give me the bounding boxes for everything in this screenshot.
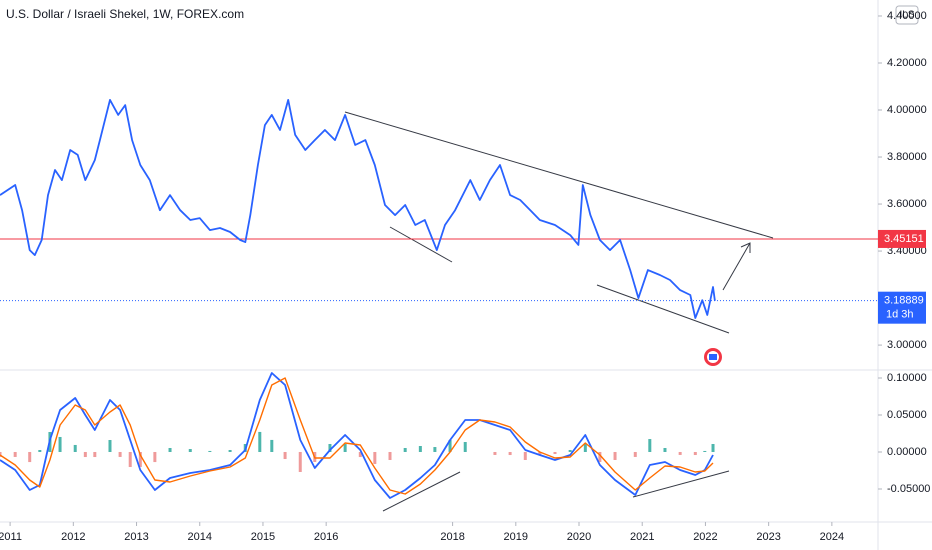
trendline [344,111,774,239]
x-tick-label: 2016 [314,531,338,543]
histogram-bar [38,449,42,452]
trendline [389,226,453,263]
currency-box[interactable] [895,5,919,25]
histogram-bar [118,451,122,457]
histogram-bar [73,444,77,452]
y-tick-label: 3.80000 [887,151,927,163]
histogram-bar [138,451,142,467]
histogram-bar [343,444,347,452]
histogram-bar [270,439,274,452]
histogram-bar [258,431,262,452]
histogram-bar [93,451,97,458]
y-tick-label: 3.40000 [887,245,927,257]
histogram-bar [493,451,497,455]
x-tick-label: 2023 [756,531,780,543]
histogram-bar [553,451,557,454]
y-tick-label: 3.00000 [887,339,927,351]
histogram-bar [108,440,112,452]
histogram-bar [28,451,32,463]
histogram-bar [613,451,617,460]
x-tick-label: 2018 [440,531,464,543]
histogram-bar [228,449,232,452]
y-tick-label: 0.00000 [887,446,927,458]
histogram-bar [298,451,302,472]
histogram-bar [583,444,587,452]
histogram-bar [463,442,467,452]
last-price-label: 3.18889 [884,295,924,307]
histogram-bar [448,440,452,452]
trendline [382,471,461,512]
histogram-bar [568,449,572,452]
histogram-bar [538,451,542,456]
histogram-bar [433,447,437,452]
last-price-box [878,291,926,324]
histogram-bar [711,444,715,452]
series-line [0,372,714,499]
level-label: 3.45151 [884,233,924,245]
series-line [0,377,714,495]
histogram-bar [58,436,62,452]
histogram-bar [188,449,192,452]
histogram-bar [403,447,407,452]
x-tick-label: 2019 [504,531,528,543]
histogram-bar [523,451,527,460]
arrow [722,242,751,291]
event-flag [709,354,717,360]
histogram-bar [633,451,637,457]
level-label-box [878,229,926,248]
histogram-bar [283,451,287,460]
histogram-bar [83,451,87,458]
histogram-bar [703,450,707,452]
histogram-bar [693,451,697,456]
y-tick-label: 4.20000 [887,57,927,69]
histogram-bar [663,447,667,452]
x-tick-label: 2020 [567,531,591,543]
x-tick-label: 2011 [0,531,22,543]
histogram-bar [508,451,512,456]
y-tick-label: 0.10000 [887,372,927,384]
histogram-bar [208,450,212,452]
histogram-bar [648,439,652,452]
histogram-bar [678,451,682,455]
y-tick-label: -0.05000 [887,483,930,495]
histogram-bar [153,451,157,463]
histogram-bar [598,451,602,462]
x-tick-label: 2014 [188,531,212,543]
histogram-bar [388,451,392,460]
histogram-bar [0,451,2,457]
histogram-bar [168,447,172,452]
currency[interactable]: ILS [899,10,914,21]
x-tick-label: 2021 [630,531,654,543]
series-line [0,99,716,319]
chart-title: U.S. Dollar / Israeli Shekel, 1W, FOREX.… [6,7,244,21]
trendline [632,470,730,498]
x-tick-label: 2013 [124,531,148,543]
trendline [596,284,730,334]
histogram-bar [418,446,422,452]
countdown-label: 1d 3h [886,309,914,321]
histogram-bar [328,444,332,452]
histogram-bar [358,451,362,458]
y-tick-label: 3.60000 [887,198,927,210]
y-tick-label: 4.00000 [887,104,927,116]
y-tick-label: 4.40000 [887,10,927,22]
x-tick-label: 2022 [693,531,717,543]
histogram-bar [128,451,132,468]
x-tick-label: 2012 [61,531,85,543]
histogram-bar [13,451,17,457]
histogram-bar [373,451,377,464]
x-tick-label: 2015 [251,531,275,543]
y-tick-label: 0.05000 [887,409,927,421]
x-tick-label: 2024 [820,531,844,543]
